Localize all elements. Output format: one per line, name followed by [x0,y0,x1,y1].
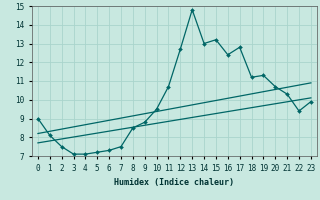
X-axis label: Humidex (Indice chaleur): Humidex (Indice chaleur) [115,178,234,187]
